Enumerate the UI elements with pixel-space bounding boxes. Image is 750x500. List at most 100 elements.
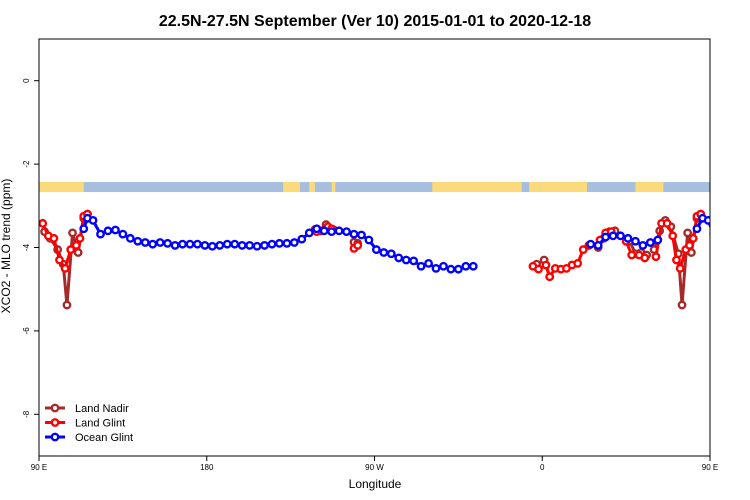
- data-point: [653, 235, 663, 245]
- data-point: [163, 238, 173, 248]
- data-point: [237, 241, 247, 250]
- legend-item: Ocean Glint: [45, 432, 133, 444]
- y-axis-label: XCO2 - MLO trend (ppm): [0, 179, 13, 314]
- data-point: [230, 239, 240, 249]
- data-point: [319, 226, 329, 236]
- data-point: [267, 239, 277, 249]
- land-band: [309, 182, 315, 193]
- data-point: [651, 252, 661, 262]
- legend-item: Land Glint: [45, 418, 125, 430]
- data-point: [662, 218, 672, 228]
- data-point: [39, 218, 48, 228]
- data-point: [79, 224, 89, 234]
- data-point: [703, 215, 710, 225]
- data-point: [222, 239, 232, 249]
- data-point: [386, 249, 396, 259]
- data-point: [133, 236, 143, 246]
- data-point: [453, 264, 463, 274]
- data-point: [461, 261, 471, 271]
- x-tick-label: 90 E: [702, 463, 718, 472]
- data-point: [668, 231, 678, 241]
- data-point: [601, 232, 611, 242]
- data-point: [148, 239, 158, 249]
- data-point: [88, 215, 98, 225]
- data-point: [66, 245, 76, 254]
- data-point: [71, 241, 81, 250]
- data-point: [125, 233, 135, 243]
- data-point: [282, 238, 292, 248]
- x-axis: 90 E 180 90 W 0 90 E: [31, 456, 718, 472]
- legend-marker: [50, 432, 60, 442]
- data-point: [200, 241, 210, 250]
- ocean-band: [39, 182, 710, 193]
- data-point: [718, 228, 724, 234]
- y-tick-label: -4: [22, 243, 31, 251]
- x-tick-label: 90 W: [365, 463, 384, 472]
- data-point: [49, 233, 59, 243]
- data-point: [103, 226, 113, 236]
- legend-marker: [50, 403, 60, 413]
- data-point: [342, 227, 351, 237]
- data-point: [357, 230, 366, 240]
- x-axis-label: Longitude: [349, 477, 402, 491]
- data-point: [364, 235, 374, 245]
- data-point: [545, 272, 555, 282]
- data-point: [334, 226, 344, 236]
- data-point: [431, 263, 441, 273]
- data-point: [593, 241, 603, 250]
- data-point: [75, 233, 85, 243]
- land-band: [432, 182, 522, 193]
- y-tick-label: -2: [22, 160, 31, 168]
- land-band: [540, 182, 587, 193]
- data-point: [534, 264, 543, 274]
- legend-item: Land Nadir: [45, 403, 129, 415]
- data-point: [178, 239, 187, 249]
- data-point: [677, 300, 687, 310]
- data-point: [685, 241, 694, 250]
- data-point: [155, 238, 165, 247]
- data-point: [289, 238, 299, 247]
- data-point: [394, 253, 404, 263]
- data-point: [245, 241, 255, 250]
- legend-label: Land Glint: [75, 418, 125, 430]
- land-band: [529, 182, 541, 193]
- data-point: [96, 229, 105, 239]
- data-point: [349, 229, 359, 239]
- series-ocean-glint: [79, 213, 746, 274]
- data-point: [675, 263, 685, 273]
- data-point: [409, 256, 419, 266]
- data-point: [692, 224, 702, 234]
- y-axis: 0 -2 -4 -6 -8: [22, 78, 39, 418]
- data-point: [439, 261, 448, 271]
- data-point: [111, 225, 120, 235]
- x-tick-label: 90 E: [31, 463, 47, 472]
- data-point: [645, 238, 655, 247]
- data-point: [424, 258, 433, 268]
- data-point: [55, 255, 64, 265]
- data-point: [608, 231, 618, 241]
- y-tick-label: -8: [22, 410, 31, 418]
- data-point: [541, 260, 551, 270]
- data-point: [118, 229, 128, 239]
- data-point: [586, 239, 596, 249]
- data-point: [740, 235, 746, 241]
- data-point: [170, 241, 180, 250]
- data-point: [683, 228, 693, 238]
- legend-label: Land Nadir: [75, 403, 129, 415]
- data-point: [252, 241, 262, 251]
- data-point: [185, 239, 195, 249]
- data-point: [207, 241, 217, 251]
- data-point: [73, 248, 83, 257]
- data-point: [371, 245, 381, 254]
- land-band: [283, 182, 300, 193]
- data-point: [297, 234, 307, 244]
- data-point: [260, 241, 269, 250]
- data-point: [62, 300, 72, 310]
- land-band: [635, 182, 664, 193]
- data-point: [416, 261, 426, 271]
- data-point: [709, 231, 710, 237]
- data-point: [353, 241, 363, 250]
- data-point: [68, 228, 77, 238]
- series-land-nadir: [40, 209, 706, 310]
